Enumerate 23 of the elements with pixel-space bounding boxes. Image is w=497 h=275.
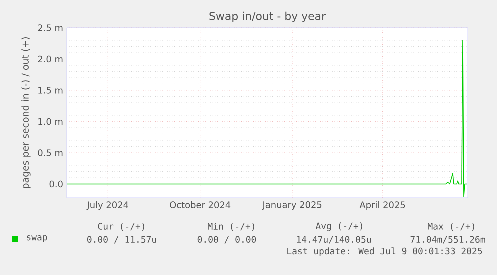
legend-label: swap	[27, 236, 48, 242]
line-series	[67, 40, 468, 198]
x-tick-label: April 2025	[360, 202, 406, 210]
y-tick-label: 0.0	[50, 180, 63, 188]
x-tick-label: October 2024	[170, 202, 231, 208]
text: Last update: Wed Jul 9 00:01:33 2025	[288, 248, 482, 256]
text: 71.04m/551.26m	[410, 236, 486, 244]
y-tick-label: 1.0 m	[38, 118, 63, 126]
y-tick-label: 2.0 m	[38, 56, 63, 63]
chart-title: Swap in/out - by year	[210, 12, 326, 23]
text: Max (-/+)	[428, 223, 474, 231]
text: 0.00 / 0.00	[198, 236, 256, 244]
x-tick-label: July 2024	[86, 202, 128, 210]
y-tick-label: 0.5 m	[38, 150, 63, 156]
y-axis-title: pages per second in (-) / out (+)	[22, 38, 31, 188]
y-tick-label: 2.5 m	[38, 24, 63, 32]
text: Min (-/+)	[208, 223, 254, 232]
text: Avg (-/+)	[316, 222, 362, 232]
text: 0.00 / 11.57u	[87, 236, 156, 244]
x-tick-label: January 2025	[262, 202, 322, 210]
text: 14.47u/140.05u	[297, 236, 371, 244]
text: Cur (-/+)	[98, 223, 144, 231]
y-tick-label: 1.5 m	[38, 87, 63, 94]
